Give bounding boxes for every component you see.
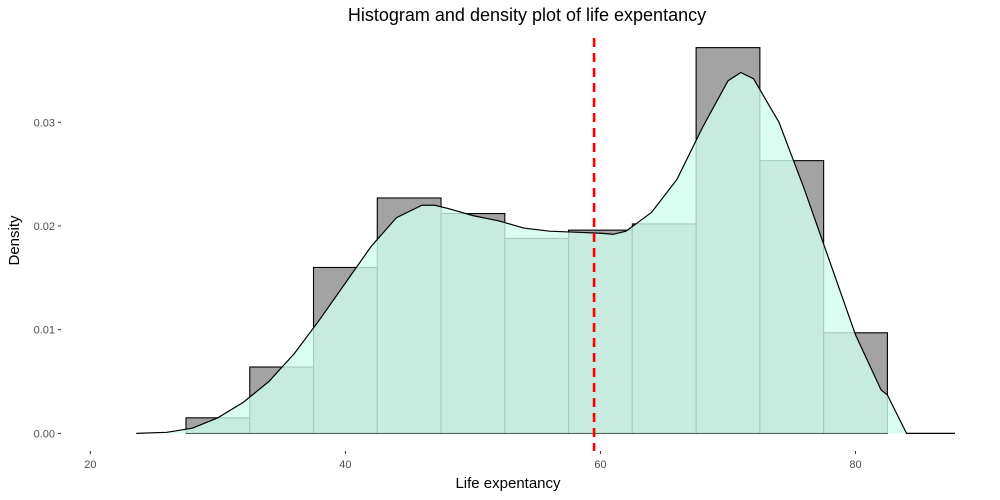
y-axis-title-group: Density xyxy=(6,215,23,266)
axis-layer: 0.00 0.01 0.02 0.03 20 40 60 80 xyxy=(34,117,862,471)
x-tick-label: 60 xyxy=(594,459,606,471)
x-tick-label: 20 xyxy=(84,459,96,471)
x-tick-label: 40 xyxy=(339,459,351,471)
chart-title: Histogram and density plot of life expen… xyxy=(347,5,707,25)
y-tick-label: 0.02 xyxy=(34,221,55,233)
y-axis-title: Density xyxy=(6,215,23,266)
y-tick-label: 0.03 xyxy=(34,117,55,129)
x-tick-label: 80 xyxy=(849,459,861,471)
y-tick-label: 0.01 xyxy=(34,325,55,337)
x-axis-title: Life expentancy xyxy=(455,475,561,492)
density-layer xyxy=(136,71,956,434)
y-tick-label: 0.00 xyxy=(34,428,55,440)
density-line xyxy=(136,71,955,434)
density-area xyxy=(136,72,956,434)
